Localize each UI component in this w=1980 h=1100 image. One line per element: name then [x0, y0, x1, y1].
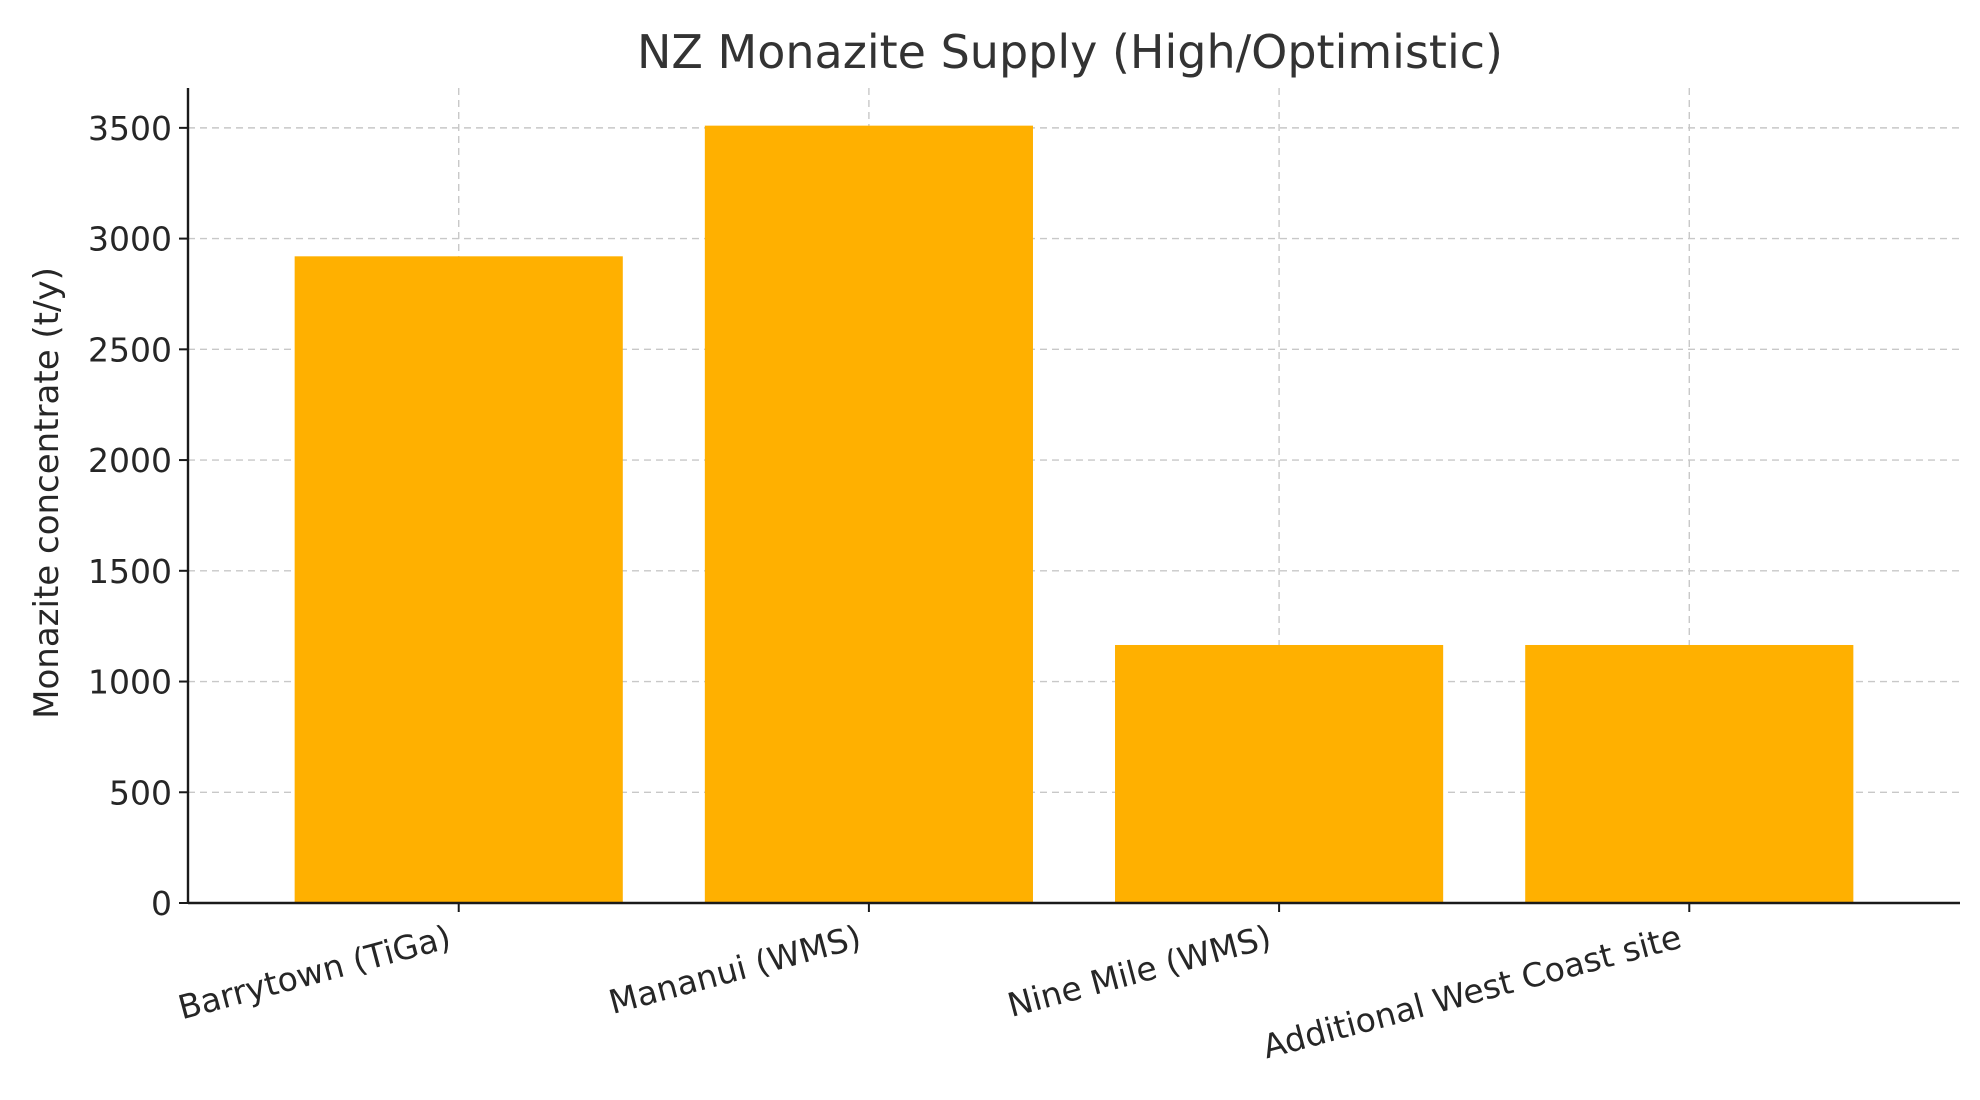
y-tick-label-2: 1000 [88, 663, 172, 702]
bar-0 [294, 256, 623, 904]
x-tick-label-1: Mananui (WMS) [605, 917, 865, 1022]
x-tick-labels: Barrytown (TiGa) Mananui (WMS) Nine Mile (… [174, 917, 1685, 1066]
y-tick-label-1: 500 [109, 773, 172, 812]
y-tick-label-3: 1500 [88, 552, 172, 591]
y-tick-labels: 0 500 1000 1500 2000 2500 3000 3500 [88, 109, 172, 923]
x-tick-label-0: Barrytown (TiGa) [174, 917, 455, 1027]
y-tick-label-7: 3500 [88, 109, 172, 148]
bar-3 [1525, 644, 1854, 903]
y-tick-label-4: 2000 [88, 441, 172, 480]
x-tick-label-3: Additional West Coast site [1259, 917, 1686, 1066]
y-tick-label-6: 3000 [88, 220, 172, 259]
chart-title: NZ Monazite Supply (High/Optimistic) [637, 25, 1503, 79]
bar-1 [704, 125, 1033, 903]
y-tick-label-0: 0 [151, 884, 172, 923]
x-tick-label-2: Nine Mile (WMS) [1003, 917, 1275, 1025]
bars [294, 125, 1854, 904]
axes [179, 88, 1960, 912]
y-axis-label: Monazite concentrate (t/y) [27, 267, 67, 719]
bar-2 [1115, 644, 1444, 903]
y-tick-label-5: 2500 [88, 330, 172, 369]
